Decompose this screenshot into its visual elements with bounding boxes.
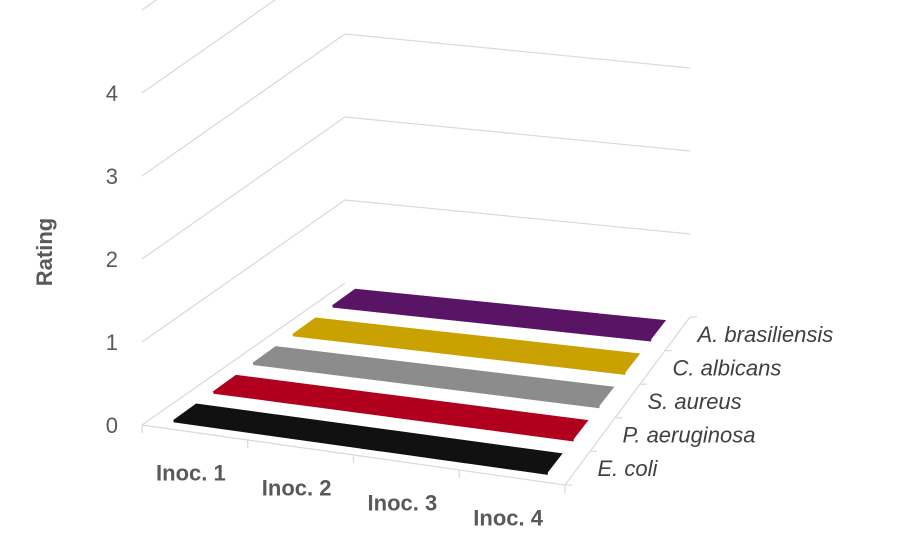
y-axis-label: Rating: [32, 218, 57, 286]
bar-face: [494, 428, 574, 442]
y-tick-label: 0: [106, 413, 118, 438]
gridline: [141, 0, 158, 11]
gridline: [141, 199, 691, 343]
series-label: A. brasiliensis: [696, 322, 834, 347]
series-label: C. albicans: [673, 355, 782, 380]
gridline: [141, 0, 276, 94]
y-tick-label: 3: [106, 164, 118, 189]
series-labels: E. coli P. aeruginosa S. aureus C. albicans…: [598, 322, 834, 481]
y-tick-label: 2: [106, 247, 118, 272]
y-tick-labels: 0 1 2 3 4: [106, 81, 118, 438]
category-labels: Inoc. 1 Inoc. 2 Inoc. 3 Inoc. 4: [156, 461, 544, 531]
category-label: Inoc. 1: [156, 461, 226, 486]
category-label: Inoc. 4: [473, 506, 543, 531]
floor-left-edge: [141, 282, 346, 426]
y-tick-label: 1: [106, 330, 118, 355]
series-label: E. coli: [598, 456, 659, 481]
category-label: Inoc. 2: [262, 476, 332, 501]
series-bars: [172, 288, 667, 475]
series-label: P. aeruginosa: [623, 423, 756, 448]
gridline: [141, 33, 691, 177]
gridlines: [141, 0, 691, 343]
bar-face: [523, 395, 600, 409]
bar-c-albicans-4: [551, 345, 641, 373]
series-label: S. aureus: [648, 389, 742, 414]
axes: [141, 282, 697, 493]
category-label: Inoc. 3: [368, 491, 438, 516]
bar-face: [580, 331, 652, 342]
bar-face: [551, 363, 626, 375]
gridline: [141, 116, 691, 260]
bar-face: [465, 460, 548, 475]
y-tick-label: 4: [106, 81, 118, 106]
